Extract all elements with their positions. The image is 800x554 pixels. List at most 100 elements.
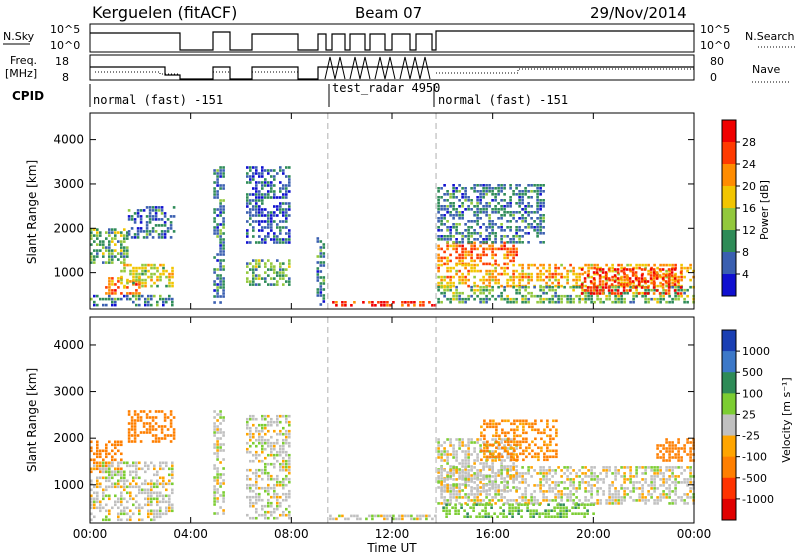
velocity-echo-cell xyxy=(171,509,174,513)
velocity-echo-cell xyxy=(491,438,494,441)
power-echo-cell xyxy=(569,263,572,267)
power-echo-cell xyxy=(117,258,120,261)
power-echo-cell xyxy=(273,235,276,238)
power-echo-cell xyxy=(497,281,500,285)
power-echo-cell xyxy=(500,205,503,208)
velocity-echo-cell xyxy=(577,512,580,515)
power-echo-cell xyxy=(527,241,530,244)
power-echo-cell xyxy=(171,266,174,270)
velocity-echo-cell xyxy=(398,514,401,518)
power-echo-cell xyxy=(518,235,521,238)
power-echo-cell xyxy=(679,292,683,295)
velocity-echo-cell xyxy=(473,441,476,444)
power-echo-cell xyxy=(288,235,291,238)
power-echo-cell xyxy=(524,300,527,304)
power-echo-cell xyxy=(467,196,470,199)
power-echo-cell xyxy=(521,199,524,202)
velocity-echo-cell xyxy=(148,416,152,419)
velocity-echo-cell xyxy=(500,499,503,502)
velocity-echo-cell xyxy=(132,479,135,483)
velocity-echo-cell xyxy=(556,515,559,518)
velocity-echo-cell xyxy=(590,466,593,469)
velocity-echo-cell xyxy=(261,435,264,439)
velocity-colorbar-frame xyxy=(721,329,737,521)
power-echo-cell xyxy=(380,301,383,304)
power-echo-cell xyxy=(461,253,464,257)
power-echo-cell xyxy=(133,212,137,215)
velocity-echo-cell xyxy=(437,453,440,456)
velocity-echo-cell xyxy=(422,514,425,518)
power-echo-cell xyxy=(145,206,149,209)
power-echo-cell xyxy=(344,301,347,304)
power-echo-cell xyxy=(446,235,449,238)
velocity-echo-cell xyxy=(148,410,152,413)
power-echo-cell xyxy=(108,228,111,231)
velocity-echo-cell xyxy=(539,484,542,487)
power-echo-cell xyxy=(539,187,542,190)
velocity-echo-cell xyxy=(617,469,620,472)
velocity-echo-cell xyxy=(449,472,452,475)
power-echo-cell xyxy=(138,272,141,276)
velocity-echo-cell xyxy=(440,474,443,477)
power-echo-cell xyxy=(255,277,258,280)
power-echo-cell xyxy=(500,284,503,288)
power-echo-cell xyxy=(319,291,323,294)
velocity-echo-cell xyxy=(267,477,270,481)
power-echo-cell xyxy=(276,271,279,274)
velocity-echo-cell xyxy=(473,496,476,499)
velocity-echo-cell xyxy=(525,419,528,423)
velocity-echo-cell xyxy=(267,441,270,445)
velocity-echo-cell xyxy=(249,417,252,421)
velocity-echo-cell xyxy=(90,506,93,510)
velocity-echo-cell xyxy=(446,459,449,462)
velocity-echo-cell xyxy=(258,429,261,433)
power-echo-cell xyxy=(160,212,164,215)
power-echo-cell xyxy=(536,205,539,208)
power-echo-cell xyxy=(551,275,554,279)
power-echo-cell xyxy=(446,244,449,248)
power-echo-cell xyxy=(246,199,249,202)
velocity-echo-cell xyxy=(521,481,524,484)
velocity-echo-cell xyxy=(689,496,692,499)
velocity-echo-cell xyxy=(608,490,611,493)
power-echo-2 xyxy=(105,277,141,295)
power-echo-cell xyxy=(213,208,216,211)
power-echo-cell xyxy=(452,241,455,244)
power-echo-cell xyxy=(258,259,261,262)
velocity-echo-cell xyxy=(528,443,531,447)
velocity-echo-cell xyxy=(457,509,460,512)
power-echo-cell xyxy=(599,285,602,289)
velocity-echo-cell xyxy=(515,453,518,456)
power-echo-cell xyxy=(249,208,252,211)
power-echo-cell xyxy=(261,259,264,262)
power-echo-cell xyxy=(102,252,105,255)
velocity-echo-cell xyxy=(527,472,530,475)
power-echo-cell xyxy=(145,230,149,233)
power-echo-cell xyxy=(464,187,467,190)
power-echo-cell xyxy=(446,275,449,279)
power-echo-cell xyxy=(479,202,482,205)
velocity-echo-cell xyxy=(479,447,482,450)
velocity-echo-cell xyxy=(566,487,569,490)
velocity-echo-cell xyxy=(488,450,491,453)
power-echo-cell xyxy=(153,263,156,267)
velocity-echo-cell xyxy=(443,499,446,502)
power-echo-cell xyxy=(595,268,599,271)
power-echo-cell xyxy=(458,232,461,235)
velocity-echo-cell xyxy=(479,462,482,465)
velocity-echo-cell xyxy=(213,416,216,419)
velocity-echo-cell xyxy=(583,506,586,509)
velocity-echo-cell xyxy=(341,514,344,518)
power-echo-cell xyxy=(132,280,135,283)
power-echo-cell xyxy=(560,284,563,288)
velocity-echo-cell xyxy=(138,467,141,471)
power-echo-cell xyxy=(506,262,509,266)
power-echo-cell xyxy=(222,277,225,280)
power-echo-cell xyxy=(267,220,270,223)
power-echo-cell xyxy=(533,285,536,289)
power-echo-cell xyxy=(452,266,455,270)
power-echo-cell xyxy=(282,214,285,217)
power-echo-cell xyxy=(144,297,147,301)
velocity-echo-cell xyxy=(249,468,252,472)
